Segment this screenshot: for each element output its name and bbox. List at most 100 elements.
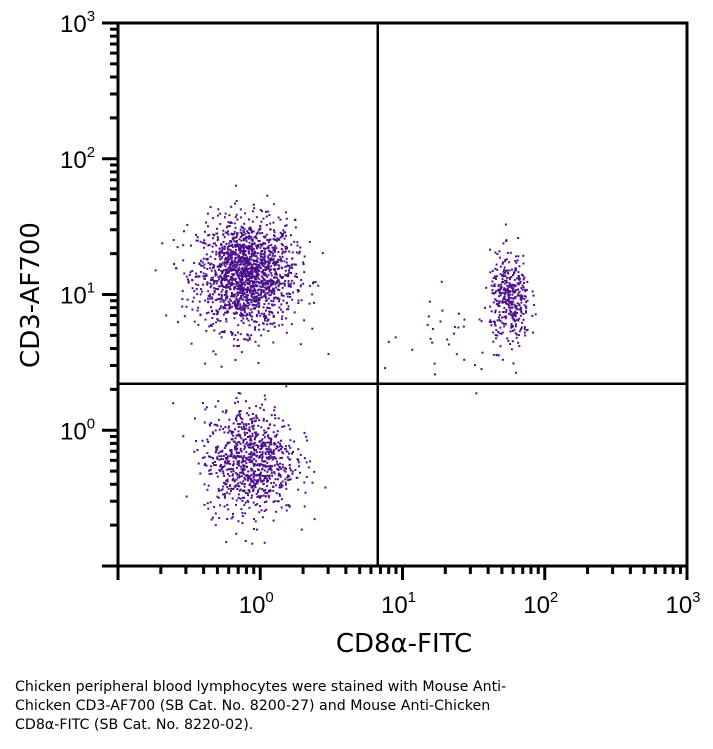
data-point [250, 236, 253, 239]
data-point [214, 273, 217, 275]
data-point [259, 208, 262, 211]
data-point [235, 442, 238, 445]
data-point [223, 330, 226, 333]
data-point [292, 291, 295, 294]
data-point [517, 292, 520, 295]
data-point [205, 253, 208, 256]
data-point [273, 321, 276, 324]
data-point [248, 226, 251, 229]
data-point [203, 464, 206, 466]
data-point [273, 234, 276, 237]
data-point [222, 233, 225, 236]
data-point [223, 263, 226, 266]
data-point [216, 456, 219, 459]
data-point [273, 443, 276, 446]
data-point [242, 298, 245, 301]
data-point [289, 469, 292, 472]
data-point [218, 332, 221, 335]
data-point [195, 272, 198, 275]
data-point [212, 279, 215, 282]
data-point [231, 281, 233, 284]
data-point [245, 296, 248, 299]
data-point [256, 259, 259, 262]
data-point [194, 283, 197, 286]
data-point [248, 446, 251, 449]
data-point [247, 277, 250, 280]
data-point [253, 287, 256, 290]
data-point [520, 310, 523, 313]
data-point [204, 275, 206, 278]
data-point [212, 242, 215, 245]
data-point [258, 277, 261, 280]
data-point [210, 296, 213, 299]
data-point [500, 332, 503, 335]
data-point [233, 222, 236, 225]
data-point [228, 280, 230, 283]
data-point [260, 509, 263, 512]
data-point [255, 274, 258, 276]
data-point [520, 311, 523, 314]
data-point [281, 250, 284, 253]
data-point [281, 267, 284, 270]
data-point [220, 275, 222, 278]
data-point [231, 302, 234, 305]
data-point [249, 272, 252, 274]
data-point [292, 451, 294, 453]
data-point [280, 260, 283, 263]
data-point [231, 278, 234, 281]
data-point [234, 202, 236, 205]
data-point [285, 331, 288, 334]
data-point [240, 258, 242, 261]
data-point [224, 493, 226, 496]
data-point [215, 273, 218, 276]
data-point [434, 373, 436, 376]
data-point [271, 474, 274, 477]
data-point [245, 400, 247, 403]
data-point [253, 452, 256, 455]
data-point [440, 280, 443, 283]
data-point [240, 465, 242, 468]
data-point [191, 270, 194, 272]
data-point [277, 474, 280, 477]
data-point [266, 441, 269, 444]
data-point [260, 446, 263, 449]
data-point [217, 400, 220, 403]
data-point [211, 462, 214, 464]
data-point [245, 466, 248, 469]
data-point [254, 260, 257, 263]
data-point [257, 310, 260, 313]
data-point [211, 317, 214, 319]
data-point [251, 264, 254, 267]
data-point [522, 262, 525, 265]
data-point [266, 275, 269, 278]
data-point [211, 250, 214, 253]
data-point [265, 210, 267, 213]
data-point [231, 244, 233, 247]
data-point [200, 259, 202, 262]
data-point [265, 456, 268, 459]
data-point [259, 474, 262, 477]
data-point [214, 269, 217, 272]
data-point [439, 320, 442, 323]
data-point [228, 285, 231, 288]
data-point [255, 431, 258, 434]
data-point [264, 250, 266, 253]
data-point [230, 292, 233, 294]
data-point [513, 285, 516, 288]
data-point [253, 478, 256, 481]
data-point [494, 321, 496, 324]
data-point [202, 257, 205, 260]
data-point [264, 477, 267, 480]
data-point [267, 260, 270, 263]
data-point [252, 475, 255, 478]
data-point [233, 273, 236, 276]
data-point [484, 306, 486, 309]
data-point [505, 240, 508, 243]
data-point [236, 434, 239, 437]
data-point [273, 442, 276, 445]
data-point [250, 270, 253, 273]
data-point [229, 303, 232, 306]
data-point [217, 310, 220, 313]
data-point [273, 261, 275, 264]
data-point [226, 262, 229, 265]
